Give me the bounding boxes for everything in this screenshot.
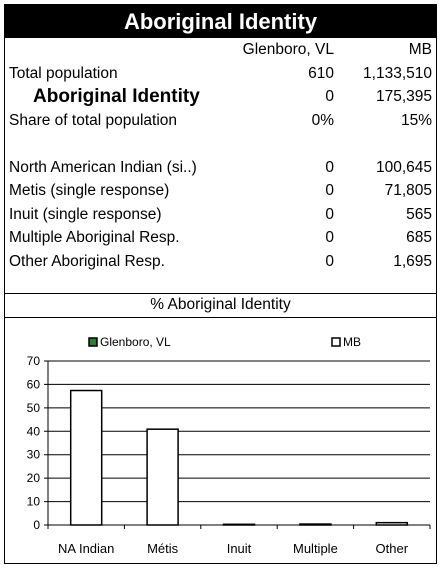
column-header-glenboro: Glenboro, VL bbox=[242, 41, 334, 58]
chart-title: % Aboriginal Identity bbox=[150, 296, 291, 313]
legend-swatch bbox=[88, 337, 98, 347]
bar-mb bbox=[375, 521, 409, 526]
legend-label: MB bbox=[343, 335, 361, 349]
x-category-label: Inuit bbox=[227, 541, 252, 556]
mb-value: 565 bbox=[406, 205, 432, 223]
chart-area: 0 10 20 30 40 50 60 70 NA Indian Métis Inuit Multip… bbox=[5, 317, 436, 563]
bar-mb bbox=[146, 428, 179, 526]
row-label: Multiple Aboriginal Resp. bbox=[9, 229, 180, 246]
y-tick-label: 60 bbox=[27, 377, 41, 391]
mb-value: 15% bbox=[400, 111, 432, 129]
table-header-row: Glenboro, VL MB bbox=[5, 38, 436, 62]
table-row: Multiple Aboriginal Resp. 0 685 bbox=[5, 226, 436, 250]
y-tick-label: 20 bbox=[27, 471, 41, 485]
y-tick-label: 40 bbox=[27, 424, 41, 438]
glenboro-value: 610 bbox=[308, 64, 334, 82]
identity-table: Glenboro, VL MB Total population 610 1,133… bbox=[5, 38, 436, 273]
y-tick-label: 10 bbox=[27, 495, 41, 509]
row-label: Metis (single response) bbox=[9, 182, 170, 199]
panel-title: Aboriginal Identity bbox=[5, 5, 436, 38]
legend-swatch bbox=[331, 337, 341, 347]
mb-value: 1,133,510 bbox=[363, 64, 432, 82]
glenboro-value: 0 bbox=[325, 229, 334, 246]
x-category-label: Métis bbox=[147, 541, 179, 556]
glenboro-value: 0 bbox=[325, 88, 334, 105]
table-row: Total population 610 1,133,510 bbox=[5, 62, 436, 86]
glenboro-value: 0 bbox=[325, 182, 334, 199]
mb-value: 71,805 bbox=[384, 182, 432, 199]
table-row: Share of total population 0% 15% bbox=[5, 109, 436, 133]
table-row: Aboriginal Identity 0 175,395 bbox=[5, 85, 436, 109]
y-tick-label: 30 bbox=[27, 448, 41, 462]
glenboro-value: 0 bbox=[325, 252, 334, 270]
x-category-label: Multiple bbox=[293, 541, 338, 556]
table-row: North American Indian (si..) 0 100,645 bbox=[5, 156, 436, 180]
mb-value: 100,645 bbox=[375, 158, 432, 176]
row-label: Aboriginal Identity bbox=[33, 86, 200, 107]
mb-value: 685 bbox=[406, 229, 432, 246]
y-tick-label: 50 bbox=[27, 401, 41, 415]
row-label: Share of total population bbox=[9, 111, 178, 129]
row-label: Total population bbox=[9, 64, 118, 82]
mb-value: 175,395 bbox=[375, 88, 432, 105]
bar-chart: 0 10 20 30 40 50 60 70 NA Indian Métis Inuit Multip… bbox=[27, 335, 431, 556]
row-label: Inuit (single response) bbox=[9, 205, 162, 223]
aboriginal-identity-panel: Aboriginal Identity Glenboro, VL MB Tota… bbox=[4, 4, 437, 564]
table-row: Inuit (single response) 0 565 bbox=[5, 203, 436, 227]
x-category-label: NA Indian bbox=[58, 541, 114, 556]
bar-mb bbox=[299, 523, 332, 526]
x-category-label: Other bbox=[376, 541, 409, 556]
divider bbox=[5, 293, 436, 294]
mb-value: 1,695 bbox=[393, 252, 432, 270]
table-row: Other Aboriginal Resp. 0 1,695 bbox=[5, 250, 436, 274]
bar-mb bbox=[222, 523, 256, 526]
glenboro-value: 0 bbox=[325, 158, 334, 176]
divider bbox=[5, 317, 436, 318]
y-tick-label: 0 bbox=[33, 518, 40, 532]
column-header-mb: MB bbox=[408, 41, 432, 58]
glenboro-value: 0% bbox=[311, 111, 334, 129]
table-row: Metis (single response) 0 71,805 bbox=[5, 179, 436, 203]
glenboro-value: 0 bbox=[325, 205, 334, 223]
row-label: Other Aboriginal Resp. bbox=[9, 252, 165, 270]
legend-label: Glenboro, VL bbox=[100, 335, 171, 349]
table-row bbox=[5, 132, 436, 156]
y-tick-label: 70 bbox=[27, 354, 41, 368]
row-label: North American Indian (si..) bbox=[9, 158, 197, 176]
bar-mb bbox=[69, 389, 103, 526]
